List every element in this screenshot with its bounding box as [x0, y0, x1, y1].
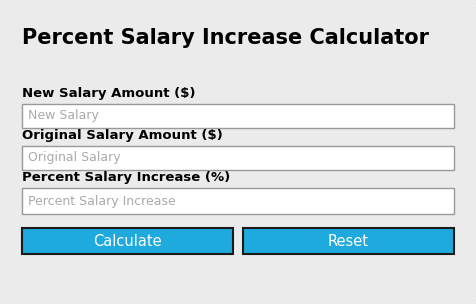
Text: Percent Salary Increase: Percent Salary Increase: [28, 195, 176, 208]
FancyBboxPatch shape: [243, 228, 454, 254]
Text: Reset: Reset: [328, 233, 369, 248]
Text: Percent Salary Increase Calculator: Percent Salary Increase Calculator: [22, 28, 429, 48]
FancyBboxPatch shape: [22, 104, 454, 128]
Text: Percent Salary Increase (%): Percent Salary Increase (%): [22, 171, 230, 184]
FancyBboxPatch shape: [22, 146, 454, 170]
FancyBboxPatch shape: [22, 188, 454, 214]
Text: Calculate: Calculate: [93, 233, 162, 248]
Text: New Salary: New Salary: [28, 109, 99, 123]
Text: New Salary Amount ($): New Salary Amount ($): [22, 87, 196, 100]
Text: Original Salary Amount ($): Original Salary Amount ($): [22, 129, 223, 142]
FancyBboxPatch shape: [22, 228, 233, 254]
Text: Original Salary: Original Salary: [28, 151, 120, 164]
